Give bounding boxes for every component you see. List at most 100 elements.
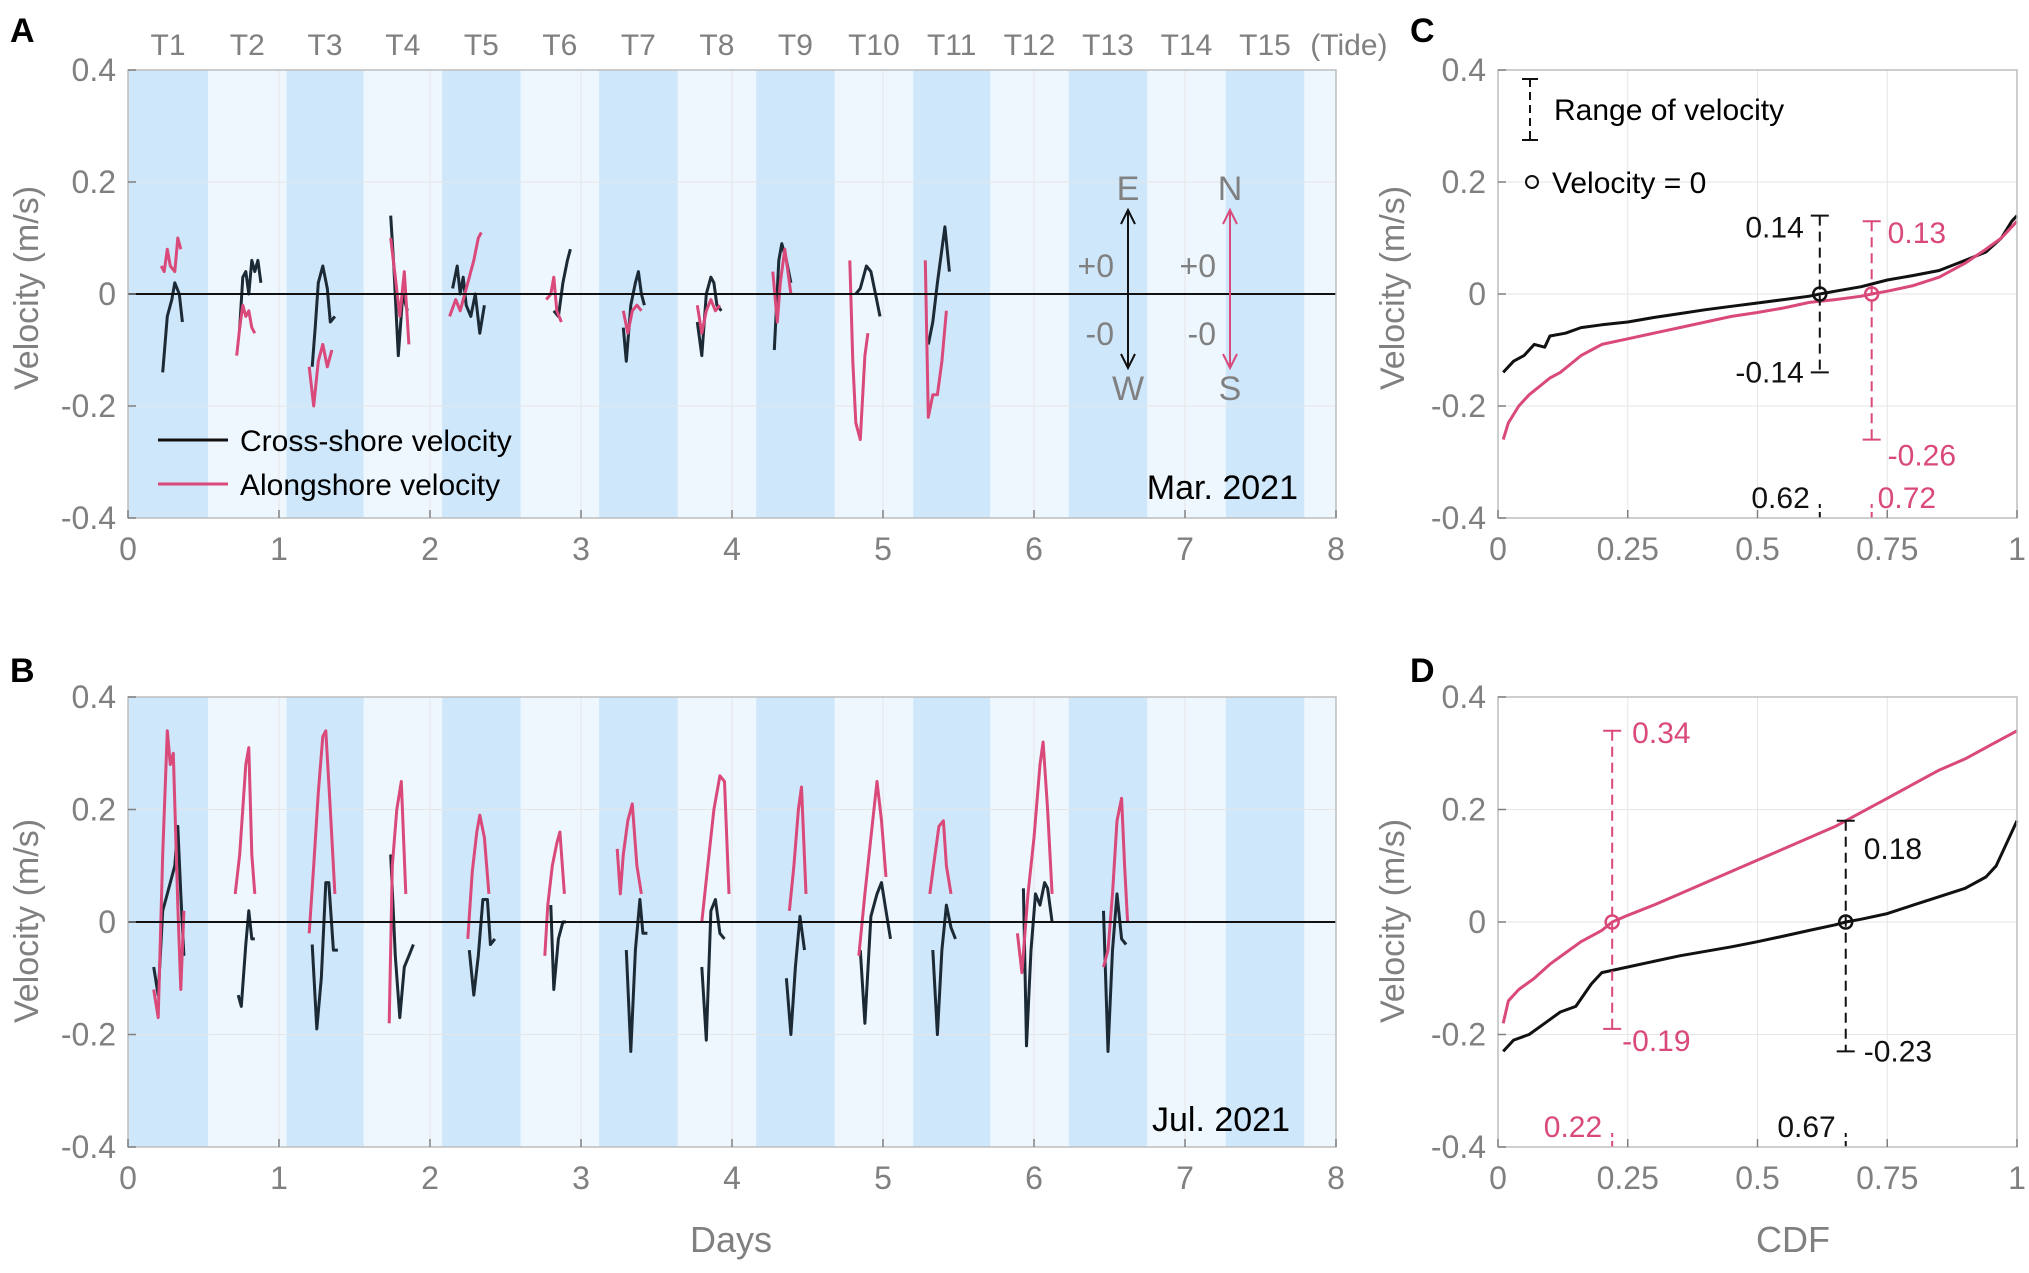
legend-label-cross: Cross-shore velocity [240,425,512,458]
series-segment [854,264,882,317]
x-axis-label-b: Days [690,1219,772,1260]
series-segment [931,903,957,1036]
x-tick-label: 0.5 [1735,1160,1779,1196]
range-max-label: 0.18 [1864,833,1922,866]
grid [1498,70,2017,518]
y-tick-label: 0 [1468,904,1486,940]
series-segment [310,264,337,367]
tide-label: T15 [1239,29,1291,62]
y-axis-label-d: Velocity (m/s) [1374,819,1412,1023]
tide-label: T14 [1161,29,1213,62]
y-tick-label: 0 [1468,276,1486,312]
compass-e: E [1117,170,1140,208]
cdf-annotations: 0.62 0.14 -0.14 0.72 0.13 -0.26 [1735,212,1956,518]
cdf-annotations: 0.67 0.18 -0.23 0.22 0.34 -0.19 [1544,717,1932,1147]
tide-label: T13 [1082,29,1134,62]
series-segment [307,342,334,408]
cdf-zero-label: 0.67 [1777,1111,1835,1144]
compass-arrowhead-down [1120,353,1136,371]
x-tick-label: 1 [2008,531,2026,567]
x-tick-label: 0.25 [1597,1160,1659,1196]
series-segment [236,909,255,1008]
panel-c: 0.62 0.14 -0.14 0.72 0.13 -0.26 0 0.25 0.5 0.75 1… [1374,12,2026,567]
x-tick-label: 7 [1176,531,1194,567]
range-legend-label: Range of velocity [1554,94,1784,127]
y-tick-label: 0 [98,904,116,940]
tide-labels: T1 T2 T3 T4 T5 T6 T7 T8 T9 T10 T11 T12 T13 T14 T15 (Tid… [151,29,1388,62]
panel-d: 0.67 0.18 -0.23 0.22 0.34 -0.19 0 0.25 0.5 0.75 1… [1374,652,2026,1260]
axes: 0 1 2 3 4 5 6 7 8 -0.4 -0.2 0 0.2 0.4 [61,52,1345,567]
y-tick-label: 0.4 [1442,52,1486,88]
series-segment [310,881,338,1031]
legend-label-along: Alongshore velocity [240,469,500,502]
x-tick-label: 4 [723,1160,741,1196]
series-segment [700,774,731,923]
x-tick-label: 2 [421,531,439,567]
zero-legend-marker [1525,175,1539,189]
series-segment [700,898,726,1042]
panel-label-d: D [1410,652,1435,690]
y-tick-label: 0.4 [1442,679,1486,715]
cdf-line-cross-shore [1502,214,2019,374]
tide-label: T10 [848,29,900,62]
cdf-zero-label: 0.72 [1878,482,1936,515]
x-tick-label: 8 [1327,531,1345,567]
x-tick-label: 6 [1025,1160,1043,1196]
series-segment [1021,881,1054,1048]
series-segment [858,881,892,1025]
x-tick-label: 1 [270,1160,288,1196]
tide-label: T9 [778,29,813,62]
x-tick-label: 0.75 [1856,531,1918,567]
series-alongshore [159,231,948,442]
series-segment [615,802,643,896]
axes: 0 1 2 3 4 5 6 7 8 -0.4 -0.2 0 0.2 0.4 [61,679,1345,1196]
range-min-label: -0.19 [1622,1025,1690,1058]
series-segment [238,258,263,328]
series-segment [152,729,186,1020]
tide-label: T8 [699,29,734,62]
series-segment [467,898,497,997]
range-min-label: -0.23 [1864,1035,1932,1068]
tide-label: T2 [230,29,265,62]
y-tick-label: -0.4 [61,500,116,536]
cdf-line-alongshore [1501,729,2018,1024]
y-axis-label-c: Velocity (m/s) [1374,186,1412,390]
series-segment [235,303,257,356]
tide-label: T4 [385,29,420,62]
series-segment [448,231,483,317]
cdf-line-alongshore [1501,220,2019,441]
compass-w: W [1112,370,1144,408]
panel-a: 0 1 2 3 4 5 6 7 8-0.4-0.200.20.4 A T1 T2 T3 T4 T5 T6 T… [8,12,1388,567]
x-tick-label: 6 [1025,531,1043,567]
panel-label-c: C [1410,12,1435,50]
compass-along-plus: +0 [1180,248,1216,284]
series-segment [857,779,888,956]
series-segment [624,898,648,1053]
cdf-zero-label: 0.22 [1544,1111,1602,1144]
y-tick-label: -0.2 [61,1017,116,1053]
x-tick-label: 3 [572,1160,590,1196]
compass-n: N [1218,170,1243,208]
series-group [159,215,951,442]
series-segment [848,260,870,442]
zero-crossing-marker [1812,286,1828,302]
compass-along-minus: -0 [1188,316,1216,352]
tide-label: T12 [1004,29,1056,62]
x-tick-label: 5 [874,1160,892,1196]
x-tick-label: 1 [2008,1160,2026,1196]
compass-arrowhead-down-along [1222,353,1238,371]
x-tick-label: 3 [572,531,590,567]
zero-crossing-marker [1837,914,1854,930]
series-segment [695,298,722,335]
x-tick-label: 0 [1489,531,1507,567]
compass-arrowhead-up [1120,207,1136,225]
x-tick-label: 0 [119,1160,137,1196]
y-tick-label: -0.4 [1431,1129,1486,1165]
compass-cross-minus: -0 [1086,316,1114,352]
x-tick-label: 4 [723,531,741,567]
y-tick-label: 0.2 [72,164,116,200]
series-segment [928,819,953,895]
series-segment [771,247,793,324]
x-tick-label: 2 [421,1160,439,1196]
